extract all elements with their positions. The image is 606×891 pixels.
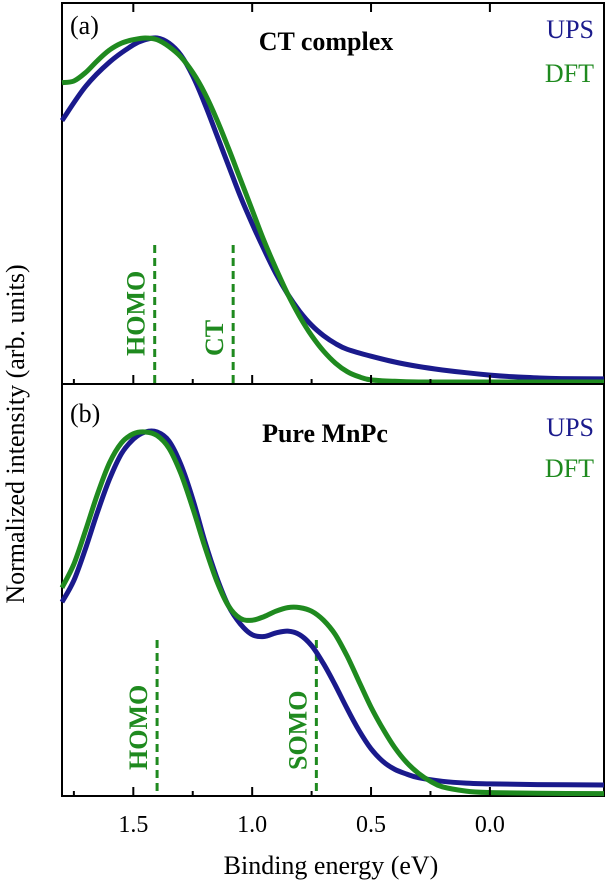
panel-b: (b) Pure MnPc UPS DFT HOMO SOMO — [59, 383, 605, 797]
panel-b-marker-label-somo: SOMO — [283, 691, 312, 770]
panel-a-legend-dft: DFT — [545, 59, 594, 88]
panel-b-series-dft — [59, 429, 605, 797]
y-axis-label: Normalized intensity (arb. units) — [1, 264, 30, 603]
panel-a-marker-label-ct: CT — [200, 320, 229, 356]
panel-b-marker-label-homo: HOMO — [124, 685, 153, 770]
panel-b-legend-ups: UPS — [546, 413, 594, 442]
panel-b-title: Pure MnPc — [262, 419, 388, 448]
panel-b-label: (b) — [70, 399, 100, 428]
xtick-label: 1.5 — [118, 812, 148, 838]
x-axis-ticks: 1.5 1.0 0.5 0.0 — [118, 812, 505, 838]
panel-b-frame — [61, 383, 605, 797]
panel-b-series-ups — [59, 428, 605, 788]
panel-a-label: (a) — [70, 11, 99, 40]
x-axis-label: Binding energy (eV) — [224, 851, 439, 880]
panel-a-series-dft — [61, 35, 604, 385]
xtick-label: 0.0 — [475, 812, 505, 838]
panel-a-title: CT complex — [259, 27, 394, 56]
xtick-label: 0.5 — [356, 812, 386, 838]
panel-b-legend-dft: DFT — [545, 454, 594, 483]
panel-a-marker-label-homo: HOMO — [122, 271, 151, 356]
xtick-label: 1.0 — [237, 812, 267, 838]
panel-a-legend-ups: UPS — [546, 15, 594, 44]
panel-a: (a) CT complex UPS DFT HOMO CT — [59, 2, 605, 385]
